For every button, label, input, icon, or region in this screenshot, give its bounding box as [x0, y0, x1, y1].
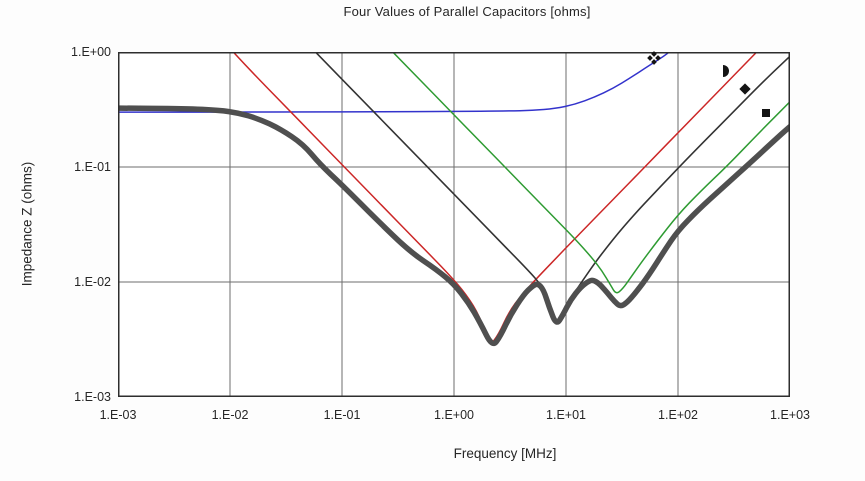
y-tick-label: 1.E+00 [71, 45, 111, 59]
x-tick-label: 1.E+02 [658, 408, 698, 422]
marker-right-half-circle [723, 65, 730, 78]
y-tick-label: 1.E-02 [74, 275, 111, 289]
y-tick-label: 1.E-01 [74, 160, 111, 174]
plot-area [118, 50, 790, 397]
x-tick-label: 1.E+03 [770, 408, 810, 422]
series-green-capacitor-v-curve [391, 52, 790, 294]
y-axis-title: Impedance Z (ohms) [19, 161, 35, 287]
x-axis-title: Frequency [MHz] [453, 446, 557, 461]
series-red-capacitor-v-curve [232, 52, 758, 343]
series-black-capacitor-v-curve [314, 52, 790, 324]
plot-border [118, 52, 790, 397]
plot-svg [118, 52, 790, 397]
x-tick-label: 1.E-03 [99, 408, 137, 422]
x-tick-label: 1.E-02 [211, 408, 249, 422]
x-tick-label: 1.E-01 [323, 408, 361, 422]
series-thick-gray-parallel-combination-curve [118, 105, 790, 347]
marker-square [762, 109, 771, 117]
series-blue-esr-flat-capacitor-curve [118, 52, 671, 113]
y-tick-label: 1.E-03 [74, 390, 111, 404]
x-tick-label: 1.E+00 [434, 408, 474, 422]
x-tick-label: 1.E+01 [546, 408, 586, 422]
chart-title: Four Values of Parallel Capacitors [ohms… [343, 4, 591, 19]
marker-four-diamonds [647, 50, 661, 65]
